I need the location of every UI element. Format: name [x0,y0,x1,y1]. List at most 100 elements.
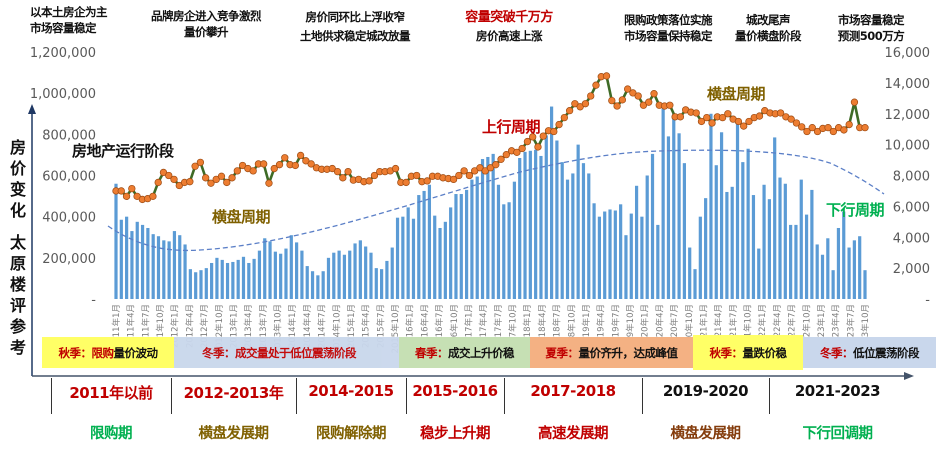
volume-bar [587,173,591,299]
x-axis-tick: 2015年7月 [375,304,386,348]
volume-bar [289,235,293,299]
season-band-winter-2: 冬季： 低位震荡阶段 [803,337,936,368]
volume-bar [486,156,490,299]
volume-bar [459,194,463,299]
right-axis-tick: 10,000 [885,139,931,154]
price-marker [539,132,547,140]
volume-bar [858,236,862,299]
volume-bar [682,163,686,299]
right-axis: - 2,000 4,000 6,000 8,000 10,000 12,000 14,000 1… [885,46,931,308]
price-marker [154,178,162,187]
volume-bar [348,250,352,299]
time-axis-arrow-head [904,372,914,380]
left-axis-tick: 800,000 [42,128,96,143]
price-marker [666,101,674,109]
volume-bar [156,236,161,299]
volume-bar [215,257,219,299]
price-marker [423,177,431,185]
x-axis-tick: 2011年7月 [140,304,151,348]
volume-bar [634,185,639,299]
price-marker [133,192,141,200]
volume-bar [316,275,320,299]
period-years: 2019-2020 [662,382,749,400]
period-separator [171,378,172,414]
price-marker [613,102,621,110]
price-marker [718,113,727,122]
volume-bar [411,218,416,299]
price-marker [233,167,241,175]
period-separator [406,378,407,414]
volume-bar [210,262,214,299]
top-note-5: 限购政策落位实施 市场容量保持稳定 [624,13,713,43]
volume-bar [263,238,267,299]
volume-bar [741,162,745,299]
x-axis-tick: 2021年10月 [743,304,754,353]
price-marker [534,143,542,151]
period-years: 2021-2023 [794,382,881,400]
x-axis-tick: 2020年10月 [684,304,695,353]
period-separator [51,378,52,414]
x-axis-tick: 2021年4月 [713,304,724,348]
price-marker [708,119,716,127]
x-axis-tick: 2022年7月 [787,304,798,348]
top-note-3: 房价同环比上浮收窄 土地供求稳定城改放量 [300,10,411,43]
right-axis-tick: 2,000 [893,262,930,277]
period-name: 下行回调期 [802,426,874,442]
period-separator [296,378,297,414]
volume-bar [119,219,123,299]
period-years: 2011年以前 [69,384,153,402]
volume-bar [719,132,724,299]
volume-bar [560,162,564,299]
side-title-source: 太原楼评参考 [9,233,26,357]
x-axis-tick: 2022年10月 [801,304,812,353]
x-axis-tick: 2013年4月 [243,304,254,348]
volume-bar [613,210,617,299]
price-marker [207,179,215,187]
season-band-autumn-2: 秋季： 量跌价稳 [693,335,803,370]
price-marker [170,175,178,184]
x-axis-tick: 2023年4月 [831,304,842,348]
x-axis-tick: 2014年4月 [302,304,313,348]
volume-bar [698,216,702,299]
x-axis-tick: 2019年7月 [610,304,621,348]
price-marker [270,164,278,173]
price-marker [275,161,284,169]
x-axis-tick: 2018年7月 [552,304,563,348]
label-flat-cycle-2: 横盘周期 [707,85,766,103]
volume-bar [767,199,771,299]
season-band-winter-1: 冬季： 成交量处于低位震荡阶段 [174,337,399,368]
price-marker [497,155,505,163]
volume-bar [183,244,187,299]
price-marker [555,120,563,129]
volume-bar [528,150,532,299]
x-axis-ticks: 2011年1月 2011年4月 2011年7月 2011年10月 2012年1月 2012… [111,304,871,353]
volume-bar [709,113,713,299]
x-axis-tick: 2011年10月 [155,304,166,353]
right-axis-tick: 16,000 [885,46,931,61]
volume-bar [677,133,681,299]
x-axis-tick: 2012年7月 [199,304,210,348]
volume-bar [464,189,469,299]
price-marker [581,100,590,108]
volume-bar [194,272,198,299]
x-axis-tick: 2021年1月 [698,304,709,348]
volume-bar [666,136,671,299]
period-years: 2012-2013年 [183,384,284,402]
volume-bar [417,195,421,299]
left-axis-tick: 200,000 [42,252,96,267]
volume-bar [847,247,851,299]
volume-bar [310,271,315,299]
x-axis-tick: 2019年1月 [581,304,592,348]
price-marker [571,100,579,108]
price-marker [122,192,131,200]
period-separator [642,378,643,414]
volume-bar [162,240,166,299]
price-marker [165,171,173,180]
x-axis-tick: 2015年1月 [346,304,357,348]
volume-bar [443,221,447,299]
volume-bar [783,183,787,299]
volume-bar [549,106,554,299]
volume-bar [619,204,623,299]
volume-bar [427,184,432,299]
volume-bar [199,270,203,299]
